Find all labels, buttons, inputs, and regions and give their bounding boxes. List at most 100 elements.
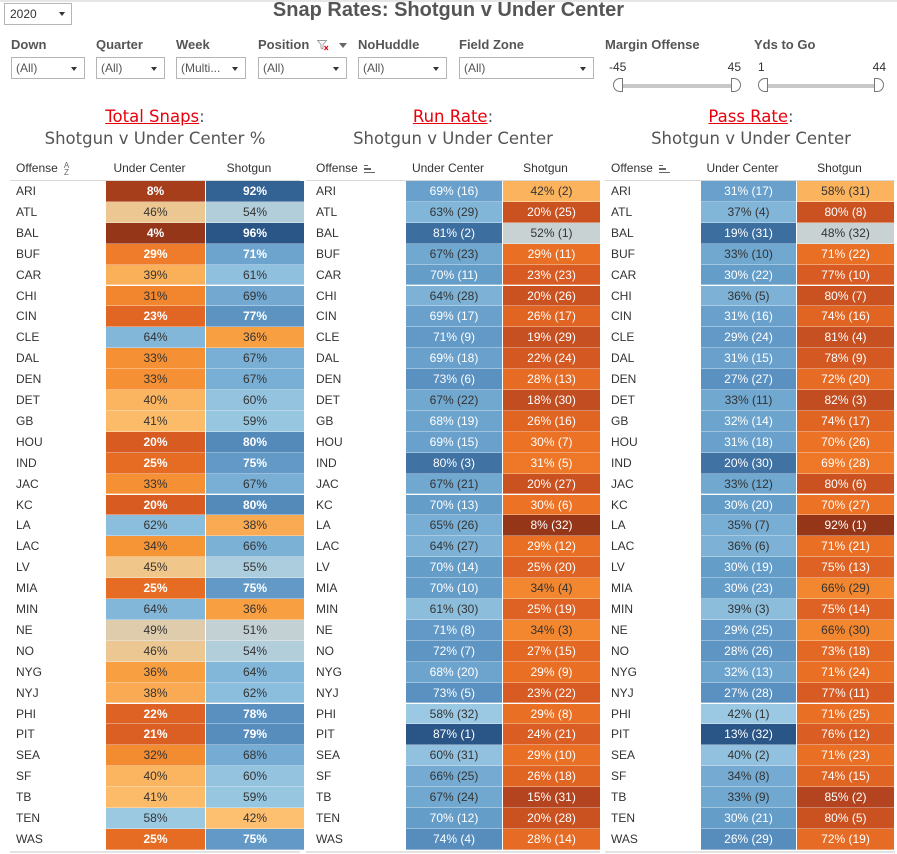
under-center-cell[interactable]: 67% (21) xyxy=(406,473,502,495)
team-label[interactable]: SEA xyxy=(316,748,341,763)
under-center-cell[interactable]: 72% (7) xyxy=(406,640,502,662)
team-label[interactable]: PHI xyxy=(316,706,337,721)
shotgun-cell[interactable]: 36% xyxy=(206,599,304,620)
slider-handle-min[interactable] xyxy=(613,78,623,92)
shotgun-cell[interactable]: 25% (19) xyxy=(503,599,600,620)
team-label[interactable]: WAS xyxy=(16,831,43,846)
team-label[interactable]: HOU xyxy=(611,434,638,449)
under-center-cell[interactable]: 70% (10) xyxy=(406,578,502,599)
shotgun-cell[interactable]: 66% (30) xyxy=(797,619,894,641)
under-center-cell[interactable]: 26% (29) xyxy=(701,828,796,850)
shotgun-cell[interactable]: 71% (25) xyxy=(797,703,894,725)
shotgun-cell[interactable]: 30% (7) xyxy=(503,431,600,453)
shotgun-cell[interactable]: 75% xyxy=(206,452,304,474)
under-center-cell[interactable]: 80% (3) xyxy=(406,452,502,474)
shotgun-cell[interactable]: 30% (6) xyxy=(503,494,600,516)
team-label[interactable]: IND xyxy=(16,455,37,470)
under-center-cell[interactable]: 30% (19) xyxy=(701,557,796,579)
shotgun-cell[interactable]: 71% (23) xyxy=(797,745,894,767)
shotgun-cell[interactable]: 42% (2) xyxy=(503,181,600,202)
team-label[interactable]: GB xyxy=(316,413,334,428)
shotgun-cell[interactable]: 67% xyxy=(206,369,304,390)
team-label[interactable]: NYG xyxy=(316,664,343,679)
team-label[interactable]: CHI xyxy=(16,288,37,303)
shotgun-cell[interactable]: 34% (4) xyxy=(503,578,600,599)
team-label[interactable]: DEN xyxy=(611,372,637,387)
team-label[interactable]: BAL xyxy=(16,225,39,240)
team-label[interactable]: SF xyxy=(611,769,627,784)
under-center-cell[interactable]: 70% (14) xyxy=(406,557,502,579)
under-center-cell[interactable]: 58% xyxy=(106,808,205,829)
team-label[interactable]: NYJ xyxy=(16,685,39,700)
shotgun-cell[interactable]: 22% (24) xyxy=(503,348,600,370)
under-center-cell[interactable]: 33% xyxy=(106,348,205,370)
shotgun-cell[interactable]: 74% (15) xyxy=(797,766,894,788)
shotgun-cell[interactable]: 59% xyxy=(206,787,304,808)
slider-track[interactable] xyxy=(768,84,874,88)
shotgun-cell[interactable]: 59% xyxy=(206,410,304,432)
under-center-cell[interactable]: 74% (4) xyxy=(406,828,502,850)
shotgun-cell[interactable]: 15% (31) xyxy=(503,787,600,808)
under-center-cell[interactable]: 41% xyxy=(106,410,205,432)
team-label[interactable]: CLE xyxy=(16,330,40,345)
shotgun-cell[interactable]: 68% xyxy=(206,745,304,767)
shotgun-cell[interactable]: 25% (20) xyxy=(503,557,600,579)
under-center-cell[interactable]: 30% (21) xyxy=(701,808,796,829)
shotgun-cell[interactable]: 74% (17) xyxy=(797,410,894,432)
under-center-cell[interactable]: 36% xyxy=(106,661,205,683)
team-label[interactable]: NO xyxy=(611,643,629,658)
team-label[interactable]: LAC xyxy=(16,539,40,554)
team-label[interactable]: SEA xyxy=(16,748,41,763)
team-label[interactable]: TEN xyxy=(16,811,40,825)
under-center-cell[interactable]: 36% (5) xyxy=(701,285,796,307)
section-title-link[interactable]: Run Rate xyxy=(412,107,488,126)
shotgun-cell[interactable]: 71% (24) xyxy=(797,661,894,683)
shotgun-cell[interactable]: 80% xyxy=(206,431,304,453)
under-center-cell[interactable]: 4% xyxy=(106,222,205,244)
shotgun-cell[interactable]: 26% (18) xyxy=(503,766,600,788)
team-label[interactable]: NE xyxy=(16,622,33,637)
under-center-cell[interactable]: 64% (28) xyxy=(406,285,502,307)
shotgun-cell[interactable]: 20% (25) xyxy=(503,201,600,223)
slider-handle-max[interactable] xyxy=(731,78,741,92)
under-center-cell[interactable]: 67% (24) xyxy=(406,787,502,808)
shotgun-cell[interactable]: 71% xyxy=(206,243,304,265)
team-label[interactable]: MIA xyxy=(611,581,633,596)
under-center-cell[interactable]: 32% xyxy=(106,745,205,767)
section-title-link[interactable]: Total Snaps xyxy=(105,107,200,126)
shotgun-cell[interactable]: 58% (31) xyxy=(797,181,894,202)
team-label[interactable]: PIT xyxy=(316,727,335,742)
team-label[interactable]: DET xyxy=(611,393,635,407)
shotgun-cell[interactable]: 71% (21) xyxy=(797,536,894,558)
team-label[interactable]: JAC xyxy=(16,476,39,491)
team-label[interactable]: CIN xyxy=(611,309,632,324)
under-center-cell[interactable]: 33% (11) xyxy=(701,390,796,411)
under-center-cell[interactable]: 64% (27) xyxy=(406,536,502,558)
under-center-cell[interactable]: 39% (3) xyxy=(701,599,796,620)
under-center-cell[interactable]: 31% (18) xyxy=(701,431,796,453)
team-label[interactable]: NYG xyxy=(611,664,638,679)
team-label[interactable]: ARI xyxy=(16,184,37,198)
under-center-cell[interactable]: 69% (17) xyxy=(406,306,502,328)
clear-filter-icon[interactable] xyxy=(316,40,329,51)
shotgun-cell[interactable]: 31% (5) xyxy=(503,452,600,474)
shotgun-cell[interactable]: 48% (32) xyxy=(797,222,894,244)
under-center-cell[interactable]: 31% xyxy=(106,285,205,307)
under-center-cell[interactable]: 39% xyxy=(106,264,205,286)
team-label[interactable]: TB xyxy=(16,790,32,805)
shotgun-cell[interactable]: 38% xyxy=(206,515,304,537)
under-center-cell[interactable]: 49% xyxy=(106,619,205,641)
under-center-cell[interactable]: 64% xyxy=(106,327,205,349)
team-label[interactable]: NE xyxy=(611,622,628,637)
shotgun-cell[interactable]: 36% xyxy=(206,327,304,349)
shotgun-cell[interactable]: 77% (11) xyxy=(797,682,894,704)
shotgun-cell[interactable]: 19% (29) xyxy=(503,327,600,349)
under-center-cell[interactable]: 46% xyxy=(106,201,205,223)
team-label[interactable]: NYJ xyxy=(611,685,634,700)
team-label[interactable]: DAL xyxy=(316,351,340,366)
team-label[interactable]: WAS xyxy=(611,831,638,846)
shotgun-cell[interactable]: 92% xyxy=(206,181,304,202)
under-center-cell[interactable]: 71% (9) xyxy=(406,327,502,349)
shotgun-cell[interactable]: 80% (6) xyxy=(797,473,894,495)
